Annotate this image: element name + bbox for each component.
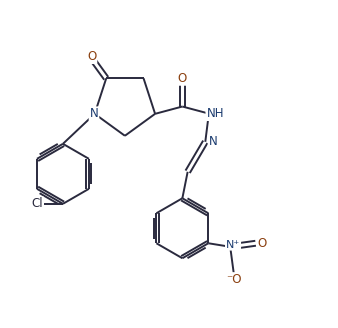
Text: O: O [257, 237, 267, 250]
Text: ⁻O: ⁻O [226, 273, 241, 286]
Text: O: O [87, 50, 96, 63]
Text: N: N [90, 107, 98, 120]
Text: N⁺: N⁺ [226, 240, 240, 250]
Text: O: O [178, 72, 187, 85]
Text: N: N [209, 135, 217, 148]
Text: NH: NH [207, 107, 224, 120]
Text: Cl: Cl [31, 197, 43, 210]
